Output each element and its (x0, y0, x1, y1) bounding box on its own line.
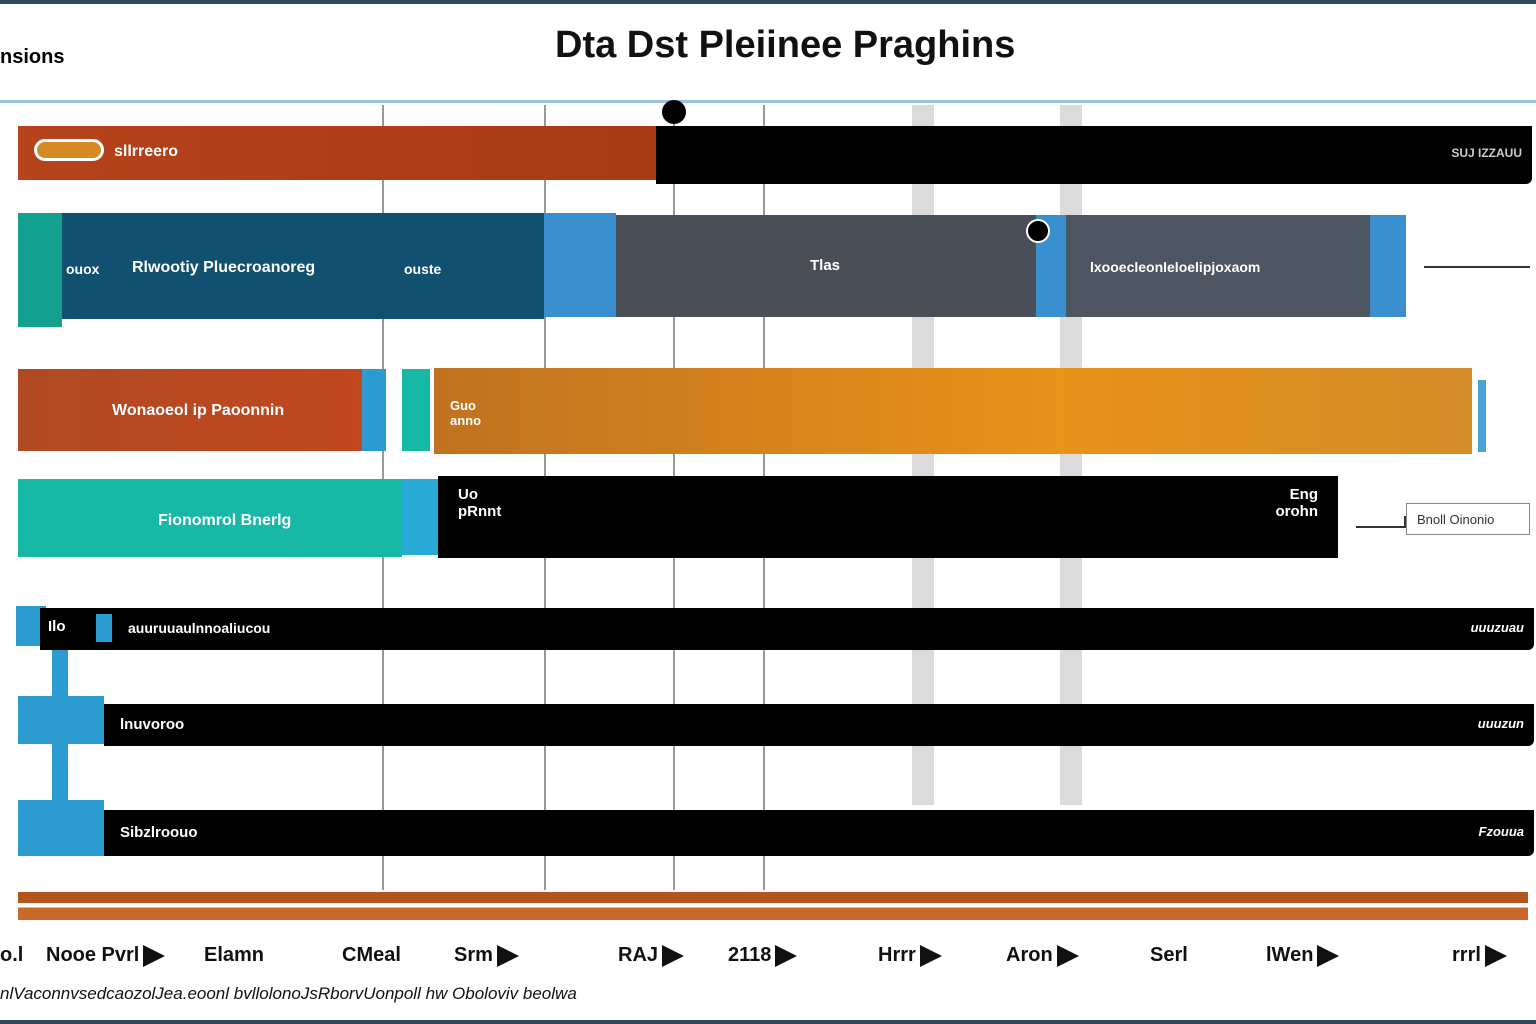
axis-tick: Elamn (204, 944, 265, 966)
axis-tick: Hrrr (878, 944, 942, 967)
task-bar-4[interactable]: Fionomrol Bnerlg (18, 479, 402, 557)
arrow-icon (496, 944, 519, 967)
arrow-icon (919, 944, 942, 967)
bottom-border (0, 1020, 1536, 1024)
axis-tick: Aron (1006, 944, 1079, 967)
task-bar-2-end[interactable]: lxooecleonleloelipjoxaom (1036, 215, 1406, 317)
task-bar-4-dark[interactable]: Uo pRnnt Eng orohn (438, 476, 1338, 558)
footnote: nlVaconnvsedcaozolJea.eoonl bvllolonoJsR… (0, 984, 577, 1003)
task-bar-3-long[interactable]: Guo anno (434, 368, 1472, 454)
axis-tick: Serl (1150, 944, 1188, 966)
task-label: Sibzlroouo (120, 824, 198, 841)
task-bar-5[interactable]: Ilo auuruuaulnnoaliucou uuuzuau (40, 608, 1534, 650)
task-label: Fionomrol Bnerlg (158, 512, 292, 529)
task-value: uuuzun (1477, 716, 1524, 731)
connector-line (1424, 266, 1530, 268)
page-title: Dta Dst Pleiinee Praghins (555, 24, 1016, 66)
task-label: Rlwootiy Pluecroanoreg (132, 259, 316, 276)
axis-tick: Srm (454, 944, 519, 967)
top-border (0, 0, 1536, 4)
task-label: lnuvoroo (120, 716, 185, 733)
task-bar-2-start (18, 213, 62, 327)
grid-band (1060, 105, 1082, 805)
bar-end-marker (1478, 380, 1486, 452)
callout-box: Bnoll Oinonio (1406, 503, 1530, 535)
task-suffix: ouste (404, 261, 442, 277)
task-bar-2-segment (544, 213, 616, 317)
axis-tick: Nooe Pvrl (46, 944, 166, 967)
axis-tick: CMeal (342, 944, 401, 966)
task-bar-3[interactable]: Wonaoeol ip Paoonnin (18, 369, 362, 451)
timeline-bar (18, 892, 1528, 920)
grid-band (912, 105, 934, 805)
row-marker (18, 696, 104, 744)
task-bar-2-mid[interactable]: Tlas (616, 215, 1036, 317)
task-bar-6[interactable]: lnuvoroo uuuzun (104, 704, 1534, 746)
task-label: auuruuaulnnoaliucou (128, 620, 271, 636)
task-label: sllrreero (114, 143, 179, 160)
task-bar-1[interactable]: sllrreero (18, 126, 656, 180)
task-bar-3-segment (362, 369, 386, 451)
task-mid-label: Guo anno (450, 398, 482, 428)
row-marker (18, 800, 104, 856)
task-value: Fzouua (1478, 824, 1525, 839)
task-value: uuuzuau (1470, 620, 1524, 635)
task-value: SUJ IZZAUU (1451, 146, 1522, 160)
task-right-label: lxooecleonleloelipjoxaom (1090, 259, 1261, 275)
arrow-icon (1317, 944, 1340, 967)
task-end-label: Eng orohn (1275, 486, 1319, 520)
task-start-label: Uo pRnnt (458, 486, 502, 520)
arrow-icon (1056, 944, 1079, 967)
corner-label: nsions (0, 46, 65, 68)
task-bar-7[interactable]: Sibzlroouo Fzouua (104, 810, 1534, 856)
arrow-icon (143, 944, 166, 967)
axis-tick: lWen (1266, 944, 1340, 967)
header-divider (0, 100, 1536, 103)
task-bar-2[interactable]: ouox Rlwootiy Pluecroanoreg ouste (62, 213, 544, 319)
arrow-icon (775, 944, 798, 967)
pill-icon (34, 139, 104, 161)
axis-tick: 2118 (728, 944, 798, 967)
task-bar-3-segment (402, 369, 430, 451)
axis-tick: RAJ (618, 944, 685, 967)
task-bar-4-segment (402, 479, 438, 555)
task-label: Wonaoeol ip Paoonnin (112, 402, 285, 419)
task-bar-1-dark[interactable]: SUJ IZZAUU (656, 126, 1532, 184)
callout-connector (1356, 516, 1406, 528)
milestone-dot[interactable] (662, 100, 686, 124)
arrow-icon (1484, 944, 1507, 967)
task-prefix: ouox (66, 261, 100, 277)
task-mid-label: Tlas (810, 257, 841, 274)
arrow-icon (662, 944, 685, 967)
task-tag: Ilo (48, 618, 66, 635)
milestone-dot[interactable] (1026, 219, 1050, 243)
axis-tick: o.l (0, 944, 24, 966)
axis-tick: rrrl (1452, 944, 1507, 967)
